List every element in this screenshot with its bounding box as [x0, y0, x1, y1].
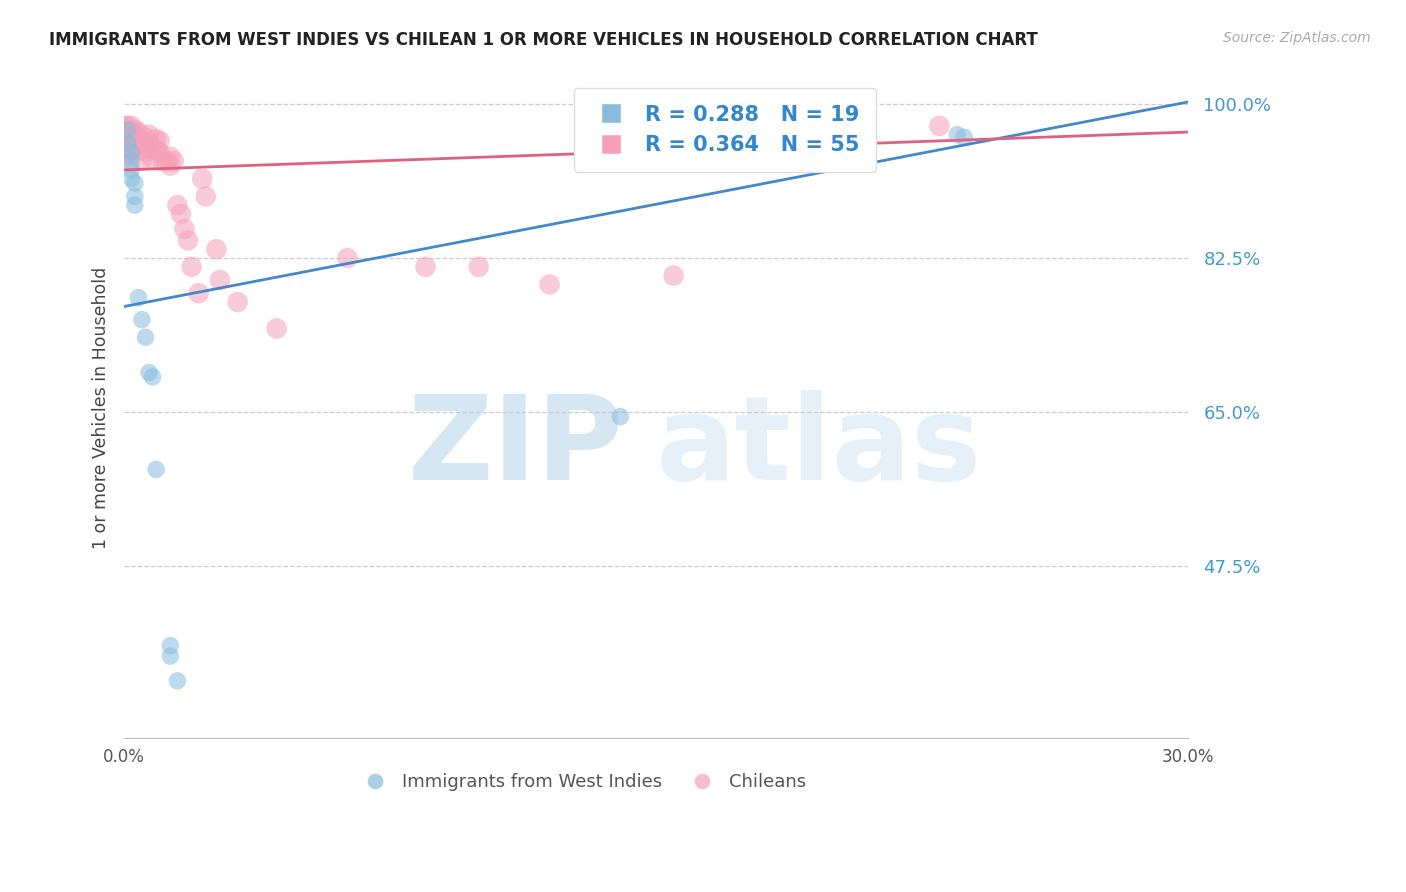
Point [166, 673, 188, 688]
Point [166, 198, 188, 212]
Point [120, 171, 142, 186]
Point [142, 143, 165, 157]
Text: ZIP: ZIP [408, 390, 624, 505]
Point [159, 159, 181, 173]
Point [946, 128, 969, 142]
Point [163, 154, 186, 169]
Text: IMMIGRANTS FROM WEST INDIES VS CHILEAN 1 OR MORE VEHICLES IN HOUSEHOLD CORRELATI: IMMIGRANTS FROM WEST INDIES VS CHILEAN 1… [49, 31, 1038, 49]
Point [170, 207, 193, 221]
Point [226, 295, 249, 310]
Point [120, 139, 142, 153]
Point [124, 130, 146, 145]
Point [145, 132, 167, 146]
Point [609, 409, 631, 424]
Point [191, 171, 214, 186]
Point [159, 639, 181, 653]
Point [134, 130, 156, 145]
Point [205, 242, 228, 256]
Point [131, 312, 153, 326]
Point [117, 136, 139, 151]
Point [120, 134, 142, 148]
Point [208, 273, 231, 287]
Point [134, 330, 156, 344]
Point [117, 125, 139, 139]
Point [131, 143, 153, 157]
Point [145, 462, 167, 476]
Text: Source: ZipAtlas.com: Source: ZipAtlas.com [1223, 31, 1371, 45]
Point [149, 134, 172, 148]
Point [177, 234, 200, 248]
Point [134, 136, 156, 151]
Point [117, 148, 139, 162]
Point [336, 251, 359, 265]
Point [180, 260, 202, 274]
Point [124, 198, 146, 212]
Legend: Immigrants from West Indies, Chileans: Immigrants from West Indies, Chileans [350, 766, 813, 798]
Point [120, 125, 142, 139]
Point [953, 130, 976, 145]
Point [138, 366, 160, 380]
Point [127, 134, 149, 148]
Point [266, 321, 288, 335]
Text: atlas: atlas [655, 390, 983, 505]
Point [187, 286, 209, 301]
Point [120, 119, 142, 133]
Point [120, 145, 142, 160]
Point [142, 370, 165, 384]
Point [117, 119, 139, 133]
Point [120, 147, 142, 161]
Point [112, 119, 135, 133]
Point [138, 136, 160, 151]
Point [131, 134, 153, 148]
Point [159, 649, 181, 664]
Point [117, 141, 139, 155]
Point [145, 143, 167, 157]
Point [127, 125, 149, 139]
Point [415, 260, 437, 274]
Point [131, 153, 153, 168]
Y-axis label: 1 or more Vehicles in Household: 1 or more Vehicles in Household [93, 267, 110, 549]
Point [159, 150, 181, 164]
Point [120, 163, 142, 178]
Point [173, 222, 195, 236]
Point [127, 291, 149, 305]
Point [124, 139, 146, 153]
Point [156, 154, 179, 169]
Point [928, 119, 950, 133]
Point [194, 189, 217, 203]
Point [124, 189, 146, 203]
Point [134, 145, 156, 159]
Point [112, 128, 135, 142]
Point [467, 260, 489, 274]
Point [120, 154, 142, 169]
Point [142, 152, 165, 166]
Point [124, 123, 146, 137]
Point [117, 134, 139, 148]
Point [124, 176, 146, 190]
Point [662, 268, 685, 283]
Point [538, 277, 561, 292]
Point [117, 123, 139, 137]
Point [152, 154, 174, 169]
Point [149, 145, 172, 160]
Point [138, 128, 160, 142]
